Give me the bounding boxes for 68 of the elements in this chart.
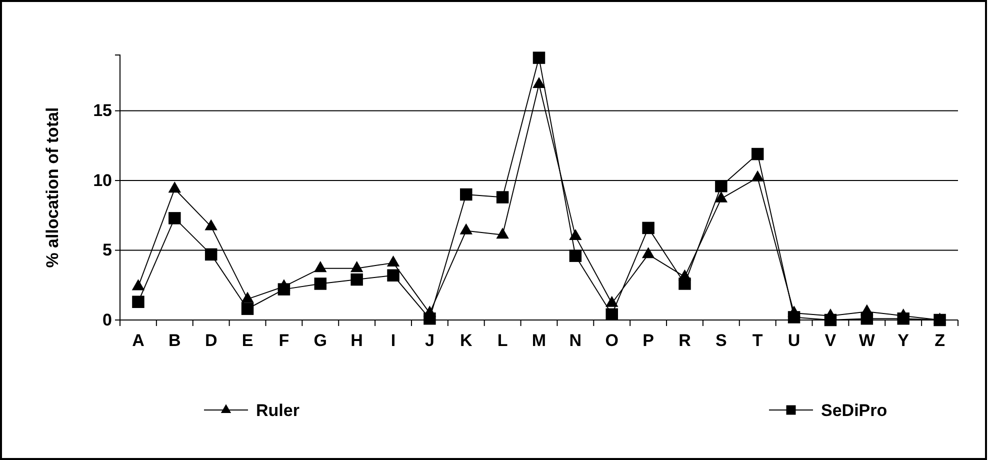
point: [241, 292, 254, 303]
point: [714, 191, 728, 202]
x-tick-label: T: [752, 331, 764, 350]
point: [642, 222, 654, 234]
point: [532, 76, 546, 88]
point: [569, 228, 582, 240]
x-tick-label: F: [278, 331, 290, 350]
point: [569, 250, 582, 262]
y-tick-label: 5: [102, 240, 112, 260]
point: [204, 248, 218, 261]
x-tick-label: K: [460, 331, 473, 350]
point: [751, 170, 764, 182]
point: [678, 278, 691, 290]
point: [606, 296, 618, 307]
point: [642, 247, 655, 258]
x-tick-label: P: [642, 331, 654, 350]
y-axis-title: % allocation of total: [43, 107, 62, 268]
x-tick-label: J: [424, 331, 434, 350]
point: [314, 278, 327, 290]
x-tick-label: M: [532, 331, 546, 350]
point: [532, 52, 546, 64]
point: [132, 279, 145, 290]
point: [715, 180, 728, 192]
x-tick-label: L: [497, 331, 508, 350]
y-tick-label: 0: [102, 310, 112, 330]
x-tick-label: A: [132, 331, 144, 350]
x-tick-label: O: [605, 331, 618, 350]
x-tick-label: S: [716, 331, 727, 350]
point: [386, 255, 400, 266]
legend-label: SeDiPro: [821, 401, 888, 420]
legend-label: Ruler: [256, 401, 300, 420]
point: [387, 269, 400, 282]
x-tick-label: Y: [898, 331, 910, 350]
x-tick-label: N: [569, 331, 582, 350]
point: [751, 148, 764, 160]
point: [460, 223, 472, 234]
point: [496, 228, 509, 239]
y-tick-label: 15: [93, 101, 112, 120]
point: [204, 219, 218, 230]
x-tick-label: H: [350, 331, 363, 350]
point: [241, 302, 254, 315]
point: [350, 261, 364, 272]
x-tick-label: D: [204, 331, 218, 350]
point: [460, 188, 472, 201]
point: [934, 314, 946, 326]
point: [350, 273, 363, 286]
point: [168, 182, 182, 193]
point: [496, 191, 509, 204]
point: [168, 212, 181, 224]
point: [424, 312, 436, 325]
point: [824, 314, 837, 326]
x-tick-label: R: [678, 331, 691, 350]
x-tick-label: Z: [934, 331, 945, 350]
point: [788, 311, 800, 324]
x-tick-label: I: [390, 331, 396, 350]
x-tick-label: G: [314, 331, 328, 350]
x-tick-label: W: [858, 331, 876, 350]
point: [278, 283, 290, 296]
point: [897, 312, 910, 325]
point: [606, 308, 618, 321]
x-tick-label: V: [824, 331, 837, 350]
point: [314, 261, 327, 272]
point: [132, 296, 144, 308]
y-tick-label: 10: [93, 170, 112, 190]
x-tick-label: B: [168, 331, 181, 350]
x-tick-label: U: [788, 331, 800, 350]
x-tick-label: E: [242, 331, 254, 350]
point: [860, 312, 874, 325]
